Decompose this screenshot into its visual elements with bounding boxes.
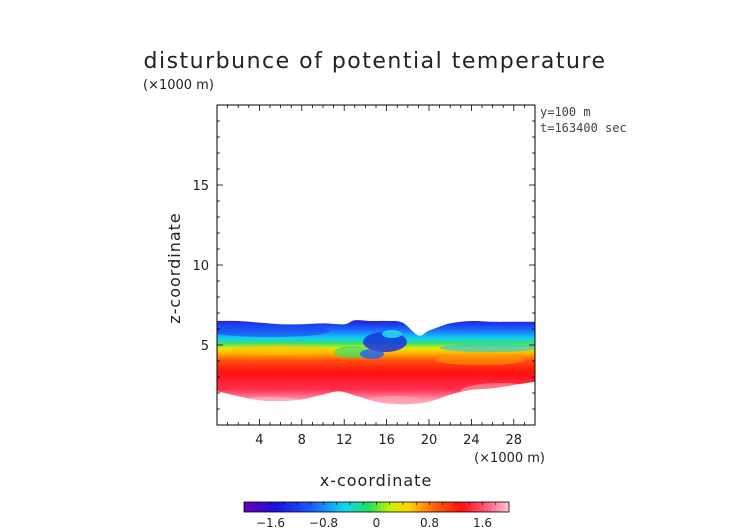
colorbar-tick-label: 0 [373,516,381,530]
right-yellow-band [435,355,525,365]
pink-lobe-center [360,396,430,405]
y-tick-label: 10 [192,259,209,274]
x-tick-label: 24 [463,433,480,448]
x-tick-label: 20 [421,433,438,448]
colorbar-tick-label: −0.8 [309,516,338,530]
x-axis-label: x-coordinate [320,471,433,490]
info-t: t=163400 sec [540,121,627,135]
colorbar-ticks: −1.6 −0.8 0 0.8 1.6 [256,502,497,530]
colorbar-tick-label: 1.6 [473,516,492,530]
y-tick-label: 15 [192,179,209,194]
left-yellow-band [230,345,330,355]
blue-dip [360,349,384,359]
x-tick-label: 12 [336,433,353,448]
info-y: y=100 m [540,105,591,119]
x-tick-label: 28 [506,433,523,448]
y-axis-label: z-coordinate [165,212,184,324]
x-tick-label: 16 [378,433,395,448]
colorbar-tick-label: 0.8 [420,516,439,530]
x-tick-label: 8 [298,433,306,448]
axis-layer: 4 8 12 16 20 24 28 5 10 15 [192,105,535,448]
right-cyan-band [440,344,535,352]
y-tick-label: 5 [201,339,209,354]
chart-title: disturbunce of potential temperature [144,49,607,74]
cyan-core [382,330,402,338]
colorbar-tick-label: −1.6 [256,516,285,530]
upper-left-blue-band [217,325,330,337]
x-tick-label: 4 [255,433,263,448]
z-unit-label: (×1000 m) [143,78,214,93]
x-unit-label: (×1000 m) [474,451,545,466]
